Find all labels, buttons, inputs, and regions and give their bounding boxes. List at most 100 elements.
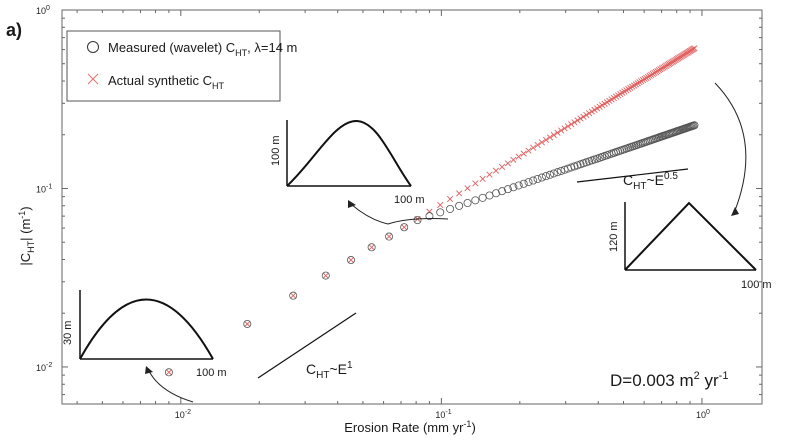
actual-synthetic-point: [290, 292, 297, 299]
inset-large-height-label: 120 m: [608, 221, 620, 252]
actual-synthetic-point: [561, 125, 568, 132]
measured-wavelet-point: [549, 169, 558, 178]
measured-wavelet-point: [446, 204, 455, 213]
x-tick-label: 100: [696, 409, 710, 420]
actual-synthetic-point: [638, 77, 645, 85]
measured-wavelet-point: [557, 166, 566, 175]
measured-wavelet-point: [436, 208, 445, 217]
measured-wavelet-point: [347, 256, 356, 265]
tick-group: [62, 9, 762, 404]
plot-frame: [61, 9, 763, 405]
actual-synthetic-point: [636, 79, 643, 86]
measured-wavelet-point: [413, 216, 422, 225]
actual-synthetic-point: [165, 369, 172, 376]
actual-synthetic-point: [347, 256, 355, 264]
actual-synthetic-point: [574, 117, 581, 124]
actual-synthetic-point: [504, 160, 512, 167]
legend-entry-actual: Actual synthetic CHT: [108, 73, 225, 91]
slope-05-label: CHT~E0.5: [623, 171, 678, 192]
actual-synthetic-point: [583, 111, 590, 119]
measured-wavelet-point: [503, 185, 512, 194]
actual-synthetic-point: [546, 134, 554, 141]
series-measured-wavelet: [164, 121, 699, 377]
actual-synthetic-point: [534, 141, 541, 149]
measured-wavelet-point: [478, 193, 487, 202]
slope-1-label: CHT~E1: [306, 360, 353, 381]
actual-synthetic-point: [634, 80, 641, 87]
actual-synthetic-point: [479, 175, 486, 183]
x-tick-label: 10-1: [435, 409, 451, 420]
actual-synthetic-point: [322, 272, 329, 279]
actual-synthetic-point: [538, 139, 545, 146]
diffusivity-label: D=0.003 m2 yr-1: [610, 370, 728, 390]
measured-wavelet-point: [690, 121, 699, 130]
inset-large-width-label: 100 m: [741, 279, 772, 291]
x-axis-label: Erosion Rate (mm yr-1): [344, 419, 476, 435]
y-tick-label: 100: [36, 5, 50, 16]
actual-synthetic-point: [515, 153, 522, 160]
actual-synthetic-point: [568, 121, 575, 128]
actual-synthetic-point: [577, 115, 584, 122]
legend-x-marker: [87, 73, 99, 85]
legend-entry-measured: Measured (wavelet) CHT, λ=14 m: [108, 40, 297, 58]
measured-wavelet-point: [553, 168, 562, 177]
inset-small-height-label: 30 m: [62, 321, 74, 345]
measured-wavelet-point: [425, 212, 434, 221]
measured-wavelet-point: [455, 201, 464, 210]
actual-synthetic-point: [571, 119, 578, 126]
y-tick-label: 10-2: [36, 362, 52, 373]
actual-synthetic-point: [464, 185, 471, 192]
actual-synthetic-point: [630, 82, 638, 89]
actual-synthetic-point: [542, 136, 550, 143]
actual-synthetic-point: [580, 113, 587, 120]
inset-hillslope-30m: 30 m 100 m: [62, 290, 227, 379]
actual-synthetic-point: [498, 163, 506, 171]
measured-wavelet-point: [243, 319, 252, 328]
arrow-to-small-inset: [148, 370, 194, 403]
legend-circle-marker: [87, 41, 99, 53]
actual-synthetic-point: [557, 127, 565, 134]
actual-synthetic-point: [446, 195, 454, 203]
measured-wavelet-point: [400, 223, 409, 232]
inset-small-width-label: 100 m: [196, 367, 227, 379]
measured-wavelet-point: [385, 232, 394, 241]
measured-wavelet-point: [570, 162, 579, 171]
actual-synthetic-point: [564, 123, 572, 130]
inset-hillslope-100m: 100 m 100 m: [270, 119, 425, 206]
series-actual-synthetic: [165, 45, 698, 376]
actual-synthetic-point: [632, 81, 640, 88]
arrow-heads: [145, 200, 739, 374]
actual-synthetic-point: [691, 45, 698, 52]
actual-synthetic-point: [554, 129, 561, 136]
actual-synthetic-point: [472, 180, 479, 187]
actual-synthetic-point: [244, 320, 251, 328]
actual-synthetic-point: [525, 147, 532, 154]
actual-synthetic-point: [385, 233, 393, 240]
actual-synthetic-point: [627, 84, 634, 91]
actual-synthetic-point: [641, 75, 648, 83]
actual-synthetic-point: [629, 83, 636, 90]
actual-synthetic-point: [550, 131, 557, 139]
actual-synthetic-point: [486, 171, 493, 178]
measured-wavelet-point: [541, 172, 550, 181]
actual-synthetic-point: [437, 201, 444, 209]
measured-wavelet-point: [519, 179, 528, 188]
measured-wavelet-point: [367, 243, 376, 252]
measured-wavelet-point: [471, 196, 480, 205]
actual-synthetic-point: [426, 208, 433, 215]
actual-synthetic-point: [639, 76, 647, 84]
actual-synthetic-point: [492, 167, 500, 174]
actual-synthetic-point: [520, 150, 527, 157]
measured-wavelet-point: [289, 291, 298, 300]
x-tick-label: 10-2: [175, 409, 191, 420]
inset-mid-width-label: 100 m: [394, 194, 425, 206]
legend: Measured (wavelet) CHT, λ=14 m Actual sy…: [66, 30, 297, 102]
measured-wavelet-point: [545, 170, 554, 179]
actual-synthetic-point: [586, 110, 593, 117]
tick-label-group: 10-2 10-1 100 10-2 10-1 100: [36, 5, 710, 420]
measured-wavelet-point: [524, 178, 533, 187]
pointer-arrows: [148, 82, 747, 403]
measured-wavelet-point: [509, 183, 518, 192]
measured-wavelet-point: [164, 368, 173, 377]
actual-synthetic-point: [530, 144, 537, 151]
